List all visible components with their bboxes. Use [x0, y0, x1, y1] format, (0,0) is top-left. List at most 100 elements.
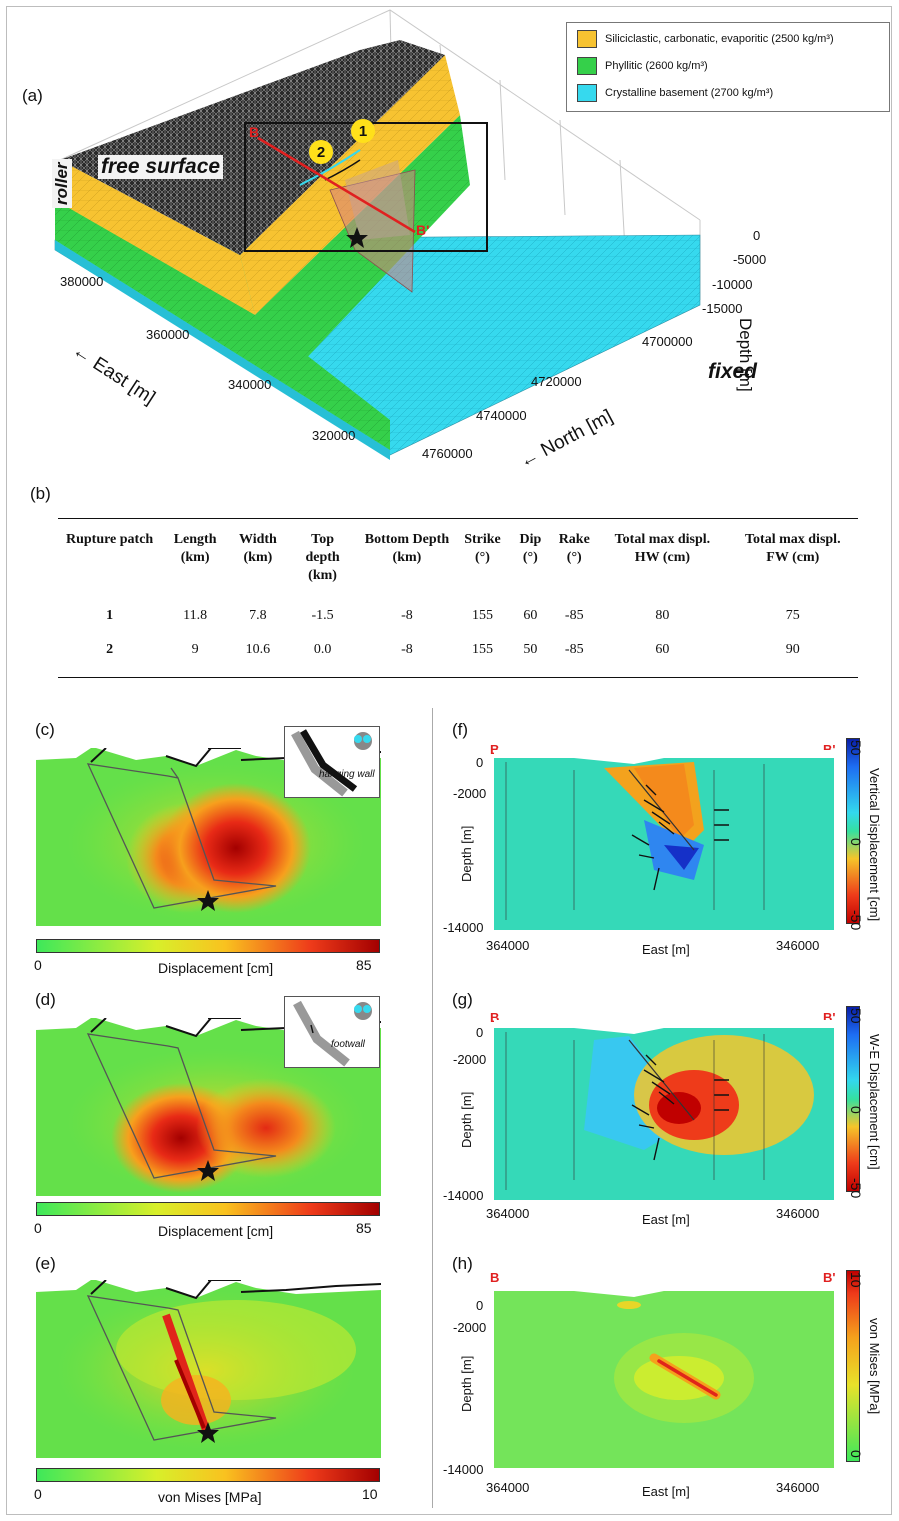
panel-e-label: (e)	[35, 1254, 56, 1273]
north-tick-4760000: 4760000	[422, 446, 473, 461]
panel-d-map	[36, 1018, 381, 1196]
depth-tick-15000: -15000	[702, 301, 743, 316]
cbar-e-max: 10	[362, 1486, 378, 1502]
legend-text-sediment: Siliciclastic, carbonatic, evaporitic (2…	[605, 33, 834, 45]
th-top-depth: Top depth (km)	[305, 532, 340, 583]
cbar-h-0: 0	[848, 1450, 864, 1458]
panel-g-section	[494, 1020, 834, 1200]
h-ylabel: Depth [m]	[459, 1355, 474, 1412]
patch-2-label: 2	[316, 144, 326, 161]
table-cell: 7.8	[249, 608, 267, 623]
th-strike: Strike (°)	[464, 532, 501, 565]
table-cell: 11.8	[183, 608, 208, 623]
panel-h-label: (h)	[452, 1254, 473, 1273]
cbar-c-min: 0	[34, 957, 42, 973]
material-legend: Siliciclastic, carbonatic, evaporitic (2…	[566, 22, 890, 112]
table-cell: 60	[655, 642, 670, 657]
table-cell: -8	[401, 608, 413, 623]
free-surface-mesh	[60, 40, 445, 255]
h-ytick-2000: -2000	[453, 1320, 487, 1335]
legend-item-phyllitic: Phyllitic (2600 kg/m³)	[577, 57, 708, 75]
th-fw: Total max displ. FW (cm)	[745, 532, 841, 565]
legend-item-basement: Crystalline basement (2700 kg/m³)	[577, 84, 773, 102]
rupture-table-wrapper: Rupture patch Length (km) Width (km) Top…	[58, 518, 858, 678]
h-xtick-left: 364000	[486, 1480, 530, 1495]
cbar-e-label: von Mises [MPa]	[158, 1489, 262, 1505]
inset-fw-text: footwall	[331, 1039, 365, 1050]
patch-1-marker	[351, 119, 375, 143]
th-rake: Rake (°)	[558, 532, 590, 565]
east-tick-340000: 340000	[228, 377, 272, 392]
hypocenter-star-c	[197, 890, 219, 911]
hypocenter-star-d	[197, 1160, 219, 1181]
h-b-prime-label: B'	[823, 1270, 836, 1285]
colorbar-e	[36, 1468, 380, 1482]
f-xtick-right: 346000	[776, 938, 820, 953]
table-cell: 50	[523, 642, 538, 657]
depth-tick-0: 0	[753, 228, 761, 243]
east-tick-360000: 360000	[146, 327, 190, 342]
inset-hw-text: hanging wall	[319, 769, 375, 780]
sediment-layer	[55, 160, 255, 315]
f-b-label: B	[490, 742, 500, 757]
table-cell: 155	[471, 608, 493, 623]
table-cell: 10.6	[245, 642, 271, 657]
g-xtick-right: 346000	[776, 1206, 820, 1221]
panel-f-label: (f)	[452, 720, 469, 739]
th-dip: Dip (°)	[519, 532, 542, 565]
g-ytick-0: 0	[476, 1025, 484, 1040]
table-cell: 90	[785, 642, 800, 657]
cbar-c-label: Displacement [cm]	[158, 960, 274, 976]
table-cell: -85	[564, 608, 584, 623]
table-row: 2 9 10.6 0.0 -8 155 50 -85 60 90	[58, 633, 858, 667]
f-ytick-0: 0	[476, 755, 484, 770]
h-xtick-right: 346000	[776, 1480, 820, 1495]
east-tick-320000: 320000	[312, 428, 356, 443]
section-b-label: B	[249, 124, 260, 140]
th-hw: Total max displ. HW (cm)	[614, 532, 711, 565]
cbar-h-10: 10	[848, 1272, 864, 1288]
table-row: 1 11.8 7.8 -1.5 -8 155 60 -85 80 75	[58, 599, 858, 633]
north-tick-4740000: 4740000	[476, 408, 527, 423]
panel-b-label: (b)	[30, 484, 51, 503]
f-xlabel: East [m]	[642, 942, 690, 957]
g-ytick-14000: -14000	[443, 1188, 484, 1203]
fault-diagram-icon	[293, 1000, 372, 1067]
patch-1-label: 1	[358, 123, 368, 140]
table-cell: 75	[785, 608, 800, 623]
rupture-table: Rupture patch Length (km) Width (km) Top…	[58, 531, 858, 667]
panel-d-label: (d)	[35, 990, 56, 1009]
table-cell: 2	[106, 642, 114, 657]
cbar-d-label: Displacement [cm]	[158, 1223, 274, 1239]
legend-swatch-sediment	[577, 30, 597, 48]
phyllitic-layer	[55, 190, 390, 450]
table-cell: -85	[564, 642, 584, 657]
colorbar-d	[36, 1202, 380, 1216]
th-rupture-patch: Rupture patch	[65, 532, 154, 547]
g-ytick-2000: -2000	[453, 1052, 487, 1067]
f-ytick-14000: -14000	[443, 920, 484, 935]
hypocenter-star-e	[197, 1422, 219, 1443]
h-b-label: B	[490, 1270, 500, 1285]
depth-tick-10000: -10000	[712, 277, 753, 292]
panel-e-map	[36, 1280, 381, 1458]
fixed-label: fixed	[708, 360, 758, 383]
colorbar-c	[36, 939, 380, 953]
colorbar-g	[846, 1006, 860, 1192]
cbar-g-label: W-E Displacement [cm]	[867, 1034, 882, 1170]
cbar-g-neg50: -50	[848, 1178, 864, 1199]
table-header-row: Rupture patch Length (km) Width (km) Top…	[58, 531, 858, 599]
fault-plane	[329, 169, 416, 293]
cbar-f-0: 0	[848, 838, 864, 846]
legend-swatch-basement	[577, 84, 597, 102]
panel-a-label: (a)	[22, 86, 43, 105]
g-xlabel: East [m]	[642, 1212, 690, 1227]
f-ylabel: Depth [m]	[459, 825, 474, 882]
table-cell: 60	[523, 608, 538, 623]
section-b-prime-label: B'	[416, 222, 430, 238]
depth-tick-5000: -5000	[733, 252, 767, 267]
th-width: Width (km)	[238, 532, 277, 565]
free-surface-label: free surface	[98, 155, 224, 179]
table-cell: 80	[655, 608, 670, 623]
cbar-h-label: von Mises [MPa]	[867, 1318, 882, 1415]
